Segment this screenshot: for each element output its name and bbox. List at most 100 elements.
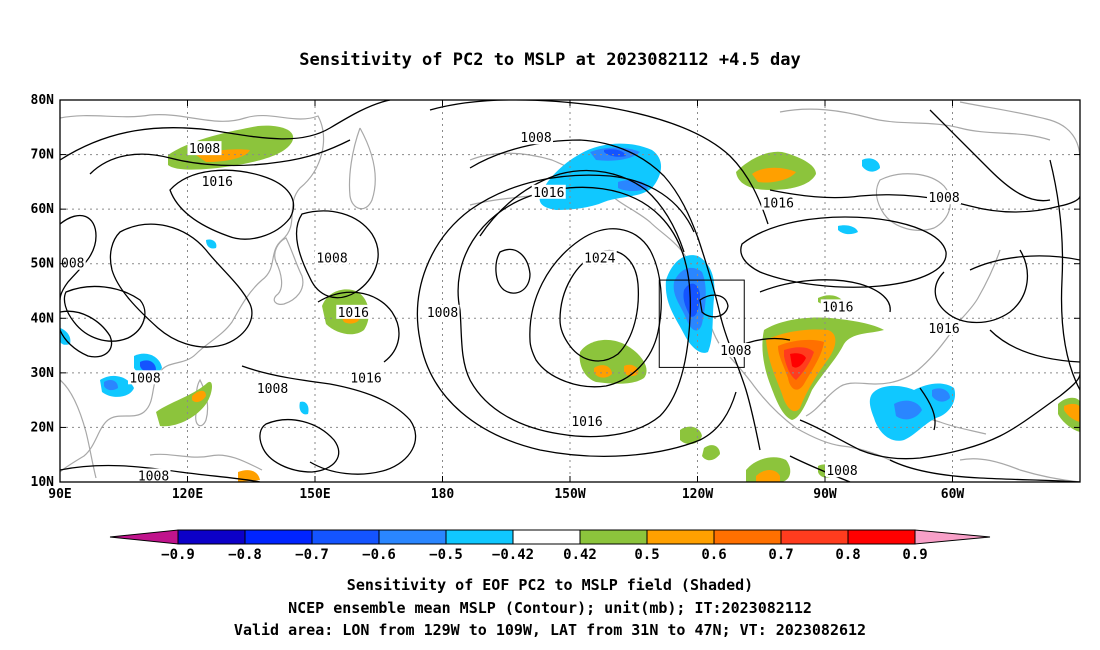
contour-line bbox=[89, 139, 351, 175]
colorbar-segment bbox=[177, 529, 246, 545]
hudson-bay-coastline bbox=[875, 173, 951, 231]
shade-negative bbox=[894, 400, 922, 420]
contour-label-bg bbox=[825, 463, 859, 478]
caption-line-2: NCEP ensemble mean MSLP (Contour); unit(… bbox=[288, 598, 812, 617]
colorbar-label: 0.8 bbox=[835, 547, 860, 563]
contour-line bbox=[1049, 159, 1080, 391]
contour-label-bg bbox=[128, 370, 162, 385]
shade-positive bbox=[156, 381, 212, 427]
kamchatka-coastline bbox=[348, 127, 376, 210]
contour-label: 1008 bbox=[928, 191, 959, 206]
lat-tick-label: 20N bbox=[31, 420, 55, 435]
lat-tick-label: 70N bbox=[31, 148, 55, 163]
na-east-coastline bbox=[805, 249, 1001, 417]
caption: Sensitivity of EOF PC2 to MSLP field (Sh… bbox=[0, 574, 1100, 642]
contour-line bbox=[919, 387, 936, 431]
contour-line bbox=[479, 169, 685, 253]
contour-line bbox=[169, 169, 295, 240]
contour-line bbox=[799, 373, 1080, 460]
map-frame bbox=[59, 99, 1081, 483]
contour-label-bg bbox=[315, 250, 349, 265]
colorbar-segment bbox=[646, 529, 715, 545]
shade-positive bbox=[624, 364, 639, 377]
greenland-coastline bbox=[959, 101, 1080, 161]
contour-line bbox=[989, 329, 1080, 363]
colorbar-label: −0.8 bbox=[228, 547, 262, 563]
colorbar: −0.9 −0.8 −0.7 −0.6 −0.5 −0.42 0.42 0.5 0.6 0.7 0.… bbox=[109, 529, 991, 563]
contour-label: 1008 bbox=[316, 251, 347, 266]
contour-label: 1008 bbox=[189, 142, 220, 157]
lon-tick-label: 180 bbox=[431, 487, 455, 502]
arctic-islands-coastline bbox=[779, 108, 1051, 141]
lon-tick-label: 150W bbox=[554, 487, 585, 502]
japan-coastline bbox=[273, 237, 304, 305]
shade-negative bbox=[206, 239, 217, 249]
contour-label: 1008 bbox=[826, 464, 857, 479]
contour-label-bg bbox=[531, 184, 566, 199]
contour-line bbox=[419, 339, 737, 457]
caption-line-1: Sensitivity of EOF PC2 to MSLP field (Sh… bbox=[346, 576, 754, 594]
colorbar-label: −0.6 bbox=[362, 547, 396, 563]
contour-label: 1016 bbox=[202, 175, 233, 190]
lat-tick-label: 60N bbox=[31, 202, 55, 217]
contour-label: 1008 bbox=[257, 382, 288, 397]
shade-positive bbox=[680, 426, 702, 445]
contour-line bbox=[495, 248, 531, 294]
shade-positive bbox=[594, 365, 612, 378]
valid-area-box bbox=[658, 279, 745, 368]
lat-tick-label: 50N bbox=[31, 257, 55, 272]
south-america-coastline bbox=[959, 458, 1080, 482]
colorbar-segment bbox=[579, 529, 648, 545]
contour-line bbox=[769, 189, 1080, 213]
contour-line bbox=[416, 174, 695, 341]
shade-negative bbox=[862, 158, 880, 172]
contour-label-bg bbox=[136, 468, 171, 483]
contour-labels: 1008 1016 008 1008 1016 1016 1008 1008 1008 1008 1… bbox=[59, 130, 961, 485]
contour-label-bg bbox=[582, 250, 617, 265]
contour-label: 1008 bbox=[129, 371, 160, 386]
shade-positive bbox=[579, 339, 647, 384]
contour-label-bg bbox=[927, 321, 961, 336]
colorbar-low-triangle bbox=[109, 529, 179, 545]
colorbar-segment bbox=[847, 529, 916, 545]
contour-line bbox=[60, 464, 261, 482]
contour-label: 1016 bbox=[822, 300, 853, 315]
contour-line bbox=[317, 291, 400, 363]
contour-line bbox=[789, 455, 851, 482]
contour-label: 1016 bbox=[533, 186, 564, 201]
contour-line bbox=[934, 249, 1029, 324]
contour-label-bg bbox=[927, 190, 961, 205]
contour-line bbox=[60, 100, 391, 161]
aleutians-coastline bbox=[469, 195, 531, 206]
contour-label-bg bbox=[349, 370, 383, 385]
colorbar-segment bbox=[445, 529, 514, 545]
colorbar-high-triangle bbox=[914, 529, 991, 545]
contour-line bbox=[109, 223, 253, 348]
contour-label: 1016 bbox=[350, 371, 381, 386]
colorbar-label: 0.6 bbox=[701, 547, 726, 563]
figure-title: Sensitivity of PC2 to MSLP at 2023082112… bbox=[299, 50, 801, 70]
contour-line bbox=[759, 279, 891, 313]
lon-tick-label: 90W bbox=[813, 487, 837, 502]
contour-line bbox=[457, 186, 691, 438]
contour-label-bg bbox=[718, 343, 753, 358]
shade-negative bbox=[604, 149, 626, 157]
shade-positive bbox=[752, 167, 796, 183]
contour-label: 1008 bbox=[720, 344, 751, 359]
sensitivity-shading bbox=[60, 125, 1080, 482]
lat-tick-label: 40N bbox=[31, 311, 55, 326]
indonesia-coastline bbox=[149, 453, 263, 471]
contour-line bbox=[889, 459, 1080, 482]
contour-label: 1008 bbox=[427, 306, 458, 321]
colorbar-segment bbox=[378, 529, 447, 545]
colorbar-label: −0.9 bbox=[161, 547, 195, 563]
contour-label-bg bbox=[336, 304, 371, 319]
contour-label: 1016 bbox=[571, 415, 602, 430]
shade-negative bbox=[539, 143, 662, 210]
contour-label-bg bbox=[519, 130, 553, 145]
contour-line bbox=[969, 255, 1080, 271]
contour-line bbox=[740, 216, 947, 288]
contour-label-bg bbox=[59, 255, 86, 270]
